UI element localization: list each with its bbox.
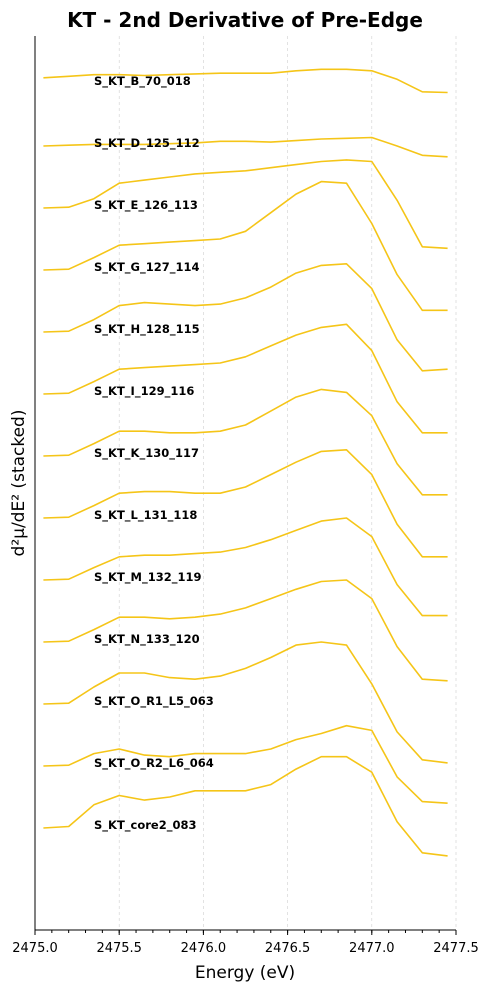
series-label: S_KT_I_129_116 [94,384,194,399]
series-line-S_KT_E_126_113 [43,159,448,250]
x-tick-label: 2476.5 [265,941,311,956]
series-line-S_KT_I_129_116 [43,323,448,434]
series-label: S_KT_M_132_119 [94,570,202,585]
series-line-S_KT_N_133_120 [43,579,448,682]
series-label: S_KT_O_R1_L5_063 [94,694,214,709]
series-label: S_KT_D_125_112 [94,136,200,151]
series-line-S_KT_L_131_118 [43,448,448,558]
x-ticks: 2475.0 2475.5 2476.0 2476.5 2477.0 2477.5 [12,930,479,956]
chart-title: KT - 2nd Derivative of Pre-Edge [67,8,423,32]
series-line-S_KT_O_R1_L5_063 [43,641,448,764]
series-label: S_KT_G_127_114 [94,260,200,275]
x-tick-label: 2475.5 [96,941,142,956]
series-line-S_KT_G_127_114 [43,180,448,312]
series-label: S_KT_K_130_117 [94,446,199,461]
series-label: S_KT_O_R2_L6_064 [94,756,214,771]
series-label: S_KT_N_133_120 [94,632,200,647]
series-line-S_KT_O_R2_L6_064 [43,724,448,804]
y-axis-label: d²μ/dE² (stacked) [9,410,29,557]
series-label: S_KT_B_70_018 [94,74,191,89]
series-line-S_KT_B_70_018 [43,68,448,94]
series-line-S_KT_M_132_119 [43,517,448,617]
x-tick-label: 2477.0 [349,941,395,956]
x-axis-label: Energy (eV) [195,963,295,983]
x-tick-label: 2475.0 [12,941,58,956]
series-label: S_KT_L_131_118 [94,508,197,523]
series-line-S_KT_H_128_115 [43,262,448,372]
series-lines [43,68,448,857]
series-line-S_KT_D_125_112 [43,136,448,158]
series-line-S_KT_core2_083 [43,755,448,857]
x-tick-label: 2476.0 [181,941,227,956]
series-labels: S_KT_B_70_018 S_KT_D_125_112 S_KT_E_126_11… [94,74,214,833]
x-tick-label: 2477.5 [433,941,479,956]
series-line-S_KT_K_130_117 [43,388,448,496]
series-label: S_KT_H_128_115 [94,322,200,337]
series-label: S_KT_E_126_113 [94,198,198,213]
series-label: S_KT_core2_083 [94,818,196,833]
